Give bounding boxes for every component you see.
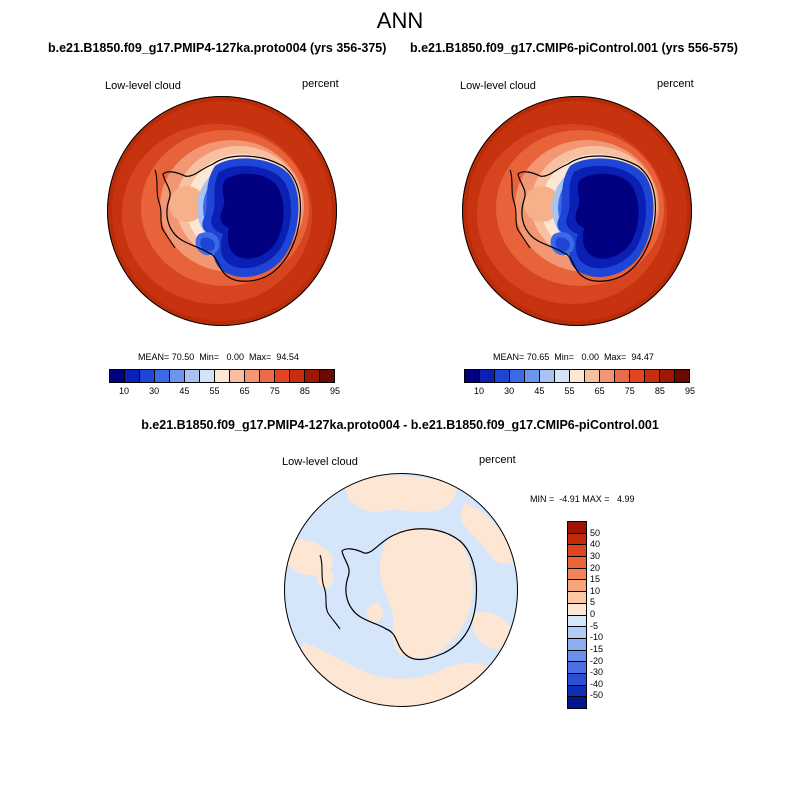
difference-title: b.e21.B1850.f09_g17.PMIP4-127ka.proto004… bbox=[141, 418, 659, 432]
colorbar-tick-label: 30 bbox=[504, 386, 515, 396]
colorbar-swatch bbox=[155, 370, 170, 382]
colorbar-tick-label: 65 bbox=[239, 386, 250, 396]
colorbar-swatch bbox=[568, 650, 586, 663]
right-units-label: percent bbox=[657, 78, 694, 90]
colorbar-swatch bbox=[260, 370, 275, 382]
difference-colorbar bbox=[567, 521, 587, 709]
colorbar-tick-label: -5 bbox=[590, 620, 599, 631]
colorbar-tick-label: -30 bbox=[590, 667, 604, 678]
colorbar-swatch bbox=[110, 370, 125, 382]
left-stats: MEAN= 70.50 Min= 0.00 Max= 94.54 bbox=[138, 352, 299, 362]
colorbar-tick-label: 85 bbox=[299, 386, 310, 396]
colorbar-swatch bbox=[568, 545, 586, 558]
colorbar-swatch bbox=[495, 370, 510, 382]
left-variable-label: Low-level cloud bbox=[105, 80, 181, 92]
colorbar-swatch bbox=[600, 370, 615, 382]
left-colorbar bbox=[109, 369, 335, 383]
difference-colorbar-labels: 50 40 30 20 15 10 5 0 -5 -10 -15 -20 -30 -40 -50 bbox=[590, 521, 620, 707]
colorbar-swatch bbox=[568, 685, 586, 698]
colorbar-swatch bbox=[525, 370, 540, 382]
colorbar-swatch bbox=[568, 673, 586, 686]
right-colorbar-labels: 10 30 45 55 65 75 85 95 bbox=[464, 386, 695, 398]
diff-variable-label: Low-level cloud bbox=[282, 456, 358, 468]
colorbar-tick-label: -10 bbox=[590, 632, 604, 643]
diff-units-label: percent bbox=[479, 454, 516, 466]
colorbar-tick-label: -15 bbox=[590, 643, 604, 654]
colorbar-swatch bbox=[615, 370, 630, 382]
colorbar-tick-label: 20 bbox=[590, 562, 601, 573]
colorbar-tick-label: 40 bbox=[590, 539, 601, 550]
colorbar-tick-label: -20 bbox=[590, 655, 604, 666]
colorbar-swatch bbox=[305, 370, 320, 382]
colorbar-tick-label: 50 bbox=[590, 527, 601, 538]
colorbar-swatch bbox=[230, 370, 245, 382]
colorbar-swatch bbox=[480, 370, 495, 382]
colorbar-tick-label: -40 bbox=[590, 678, 604, 689]
colorbar-swatch bbox=[568, 568, 586, 581]
left-units-label: percent bbox=[302, 78, 339, 90]
colorbar-swatch bbox=[645, 370, 660, 382]
colorbar-swatch bbox=[465, 370, 480, 382]
figure-title: ANN bbox=[376, 8, 424, 33]
colorbar-swatch bbox=[568, 580, 586, 593]
colorbar-swatch bbox=[568, 638, 586, 651]
colorbar-tick-label: 10 bbox=[590, 585, 601, 596]
colorbar-swatch bbox=[555, 370, 570, 382]
colorbar-swatch bbox=[185, 370, 200, 382]
colorbar-tick-label: 5 bbox=[590, 597, 596, 608]
diff-stats: MIN = -4.91 MAX = 4.99 bbox=[530, 494, 635, 504]
colorbar-tick-label: 85 bbox=[654, 386, 665, 396]
colorbar-tick-label: -50 bbox=[590, 690, 604, 701]
colorbar-swatch bbox=[675, 370, 689, 382]
colorbar-tick-label: 30 bbox=[590, 550, 601, 561]
left-colorbar-labels: 10 30 45 55 65 75 85 95 bbox=[109, 386, 340, 398]
colorbar-tick-label: 10 bbox=[119, 386, 130, 396]
colorbar-swatch bbox=[568, 557, 586, 569]
colorbar-swatch bbox=[568, 697, 586, 708]
colorbar-swatch bbox=[170, 370, 185, 382]
colorbar-swatch bbox=[140, 370, 155, 382]
right-stats: MEAN= 70.65 Min= 0.00 Max= 94.47 bbox=[493, 352, 654, 362]
colorbar-tick-label: 30 bbox=[149, 386, 160, 396]
colorbar-swatch bbox=[660, 370, 675, 382]
colorbar-swatch bbox=[568, 615, 586, 628]
colorbar-tick-label: 55 bbox=[564, 386, 575, 396]
difference-polar-map bbox=[284, 473, 518, 707]
colorbar-swatch bbox=[200, 370, 215, 382]
right-case-title: b.e21.B1850.f09_g17.CMIP6-piControl.001 … bbox=[410, 41, 738, 55]
left-polar-map bbox=[107, 96, 337, 326]
colorbar-swatch bbox=[125, 370, 140, 382]
colorbar-swatch bbox=[568, 603, 586, 616]
colorbar-swatch bbox=[320, 370, 334, 382]
colorbar-tick-label: 10 bbox=[474, 386, 485, 396]
colorbar-swatch bbox=[510, 370, 525, 382]
colorbar-swatch bbox=[568, 522, 586, 534]
colorbar-swatch bbox=[245, 370, 260, 382]
right-variable-label: Low-level cloud bbox=[460, 80, 536, 92]
colorbar-tick-label: 0 bbox=[590, 609, 596, 619]
colorbar-tick-label: 45 bbox=[534, 386, 545, 396]
left-case-title: b.e21.B1850.f09_g17.PMIP4-127ka.proto004… bbox=[48, 41, 387, 55]
colorbar-swatch bbox=[215, 370, 230, 382]
colorbar-swatch bbox=[568, 627, 586, 639]
colorbar-swatch bbox=[585, 370, 600, 382]
colorbar-swatch bbox=[630, 370, 645, 382]
colorbar-tick-label: 95 bbox=[684, 386, 696, 396]
colorbar-tick-label: 95 bbox=[329, 386, 341, 396]
colorbar-tick-label: 75 bbox=[269, 386, 280, 396]
right-polar-map bbox=[462, 96, 692, 326]
colorbar-tick-label: 55 bbox=[209, 386, 220, 396]
colorbar-swatch bbox=[570, 370, 585, 382]
colorbar-tick-label: 65 bbox=[594, 386, 605, 396]
colorbar-tick-label: 45 bbox=[179, 386, 190, 396]
colorbar-tick-label: 15 bbox=[590, 574, 601, 585]
right-colorbar bbox=[464, 369, 690, 383]
colorbar-swatch bbox=[568, 662, 586, 674]
colorbar-tick-label: 75 bbox=[624, 386, 635, 396]
colorbar-swatch bbox=[540, 370, 555, 382]
colorbar-swatch bbox=[290, 370, 305, 382]
colorbar-swatch bbox=[568, 533, 586, 546]
colorbar-swatch bbox=[275, 370, 290, 382]
colorbar-swatch bbox=[568, 592, 586, 604]
